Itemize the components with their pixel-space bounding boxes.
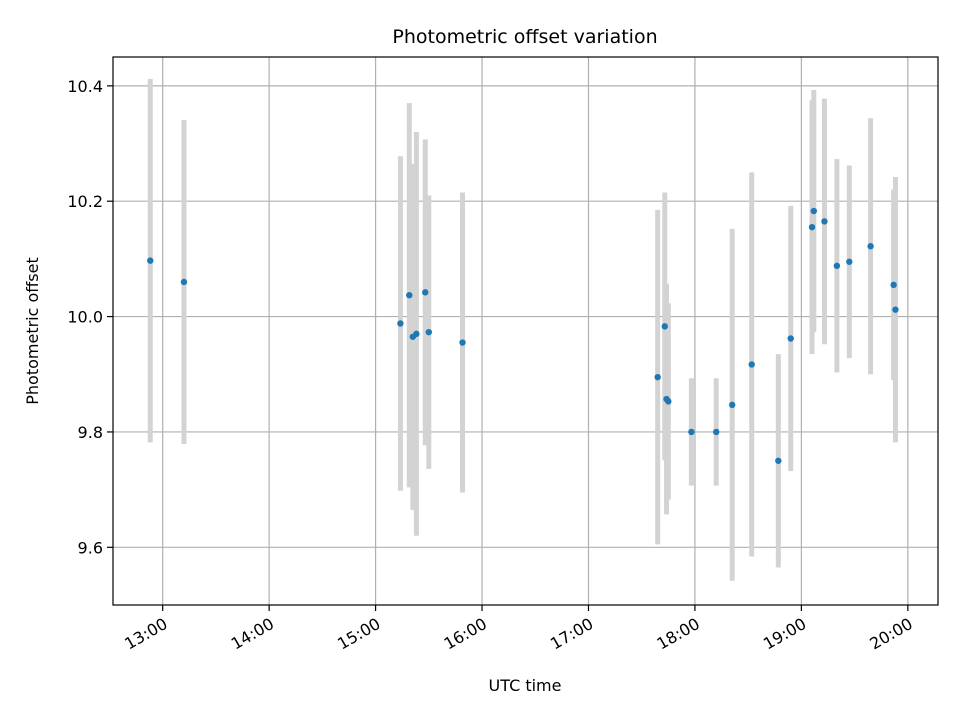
data-point: [808, 223, 816, 231]
data-point: [688, 428, 695, 436]
data-point: [728, 401, 736, 409]
y-axis-label: Photometric offset: [23, 257, 42, 405]
chart-title: Photometric offset variation: [392, 26, 657, 48]
data-point: [890, 281, 897, 289]
data-point: [654, 373, 661, 381]
data-point: [147, 257, 154, 264]
data-point: [892, 306, 899, 313]
y-tick-label: 9.8: [78, 423, 103, 442]
data-point: [661, 323, 668, 330]
data-points: [147, 207, 899, 464]
data-point: [397, 320, 404, 327]
data-point: [425, 328, 433, 336]
data-point: [459, 339, 466, 346]
data-point: [846, 258, 853, 265]
y-tick-label: 9.6: [78, 538, 103, 557]
data-point: [810, 207, 818, 215]
y-tick-label: 10.0: [67, 308, 103, 327]
data-point: [406, 292, 413, 299]
data-point: [713, 428, 720, 436]
y-axis-ticks: 9.6 9.8 10.0 10.2 10.4: [67, 77, 113, 557]
data-point: [775, 457, 782, 464]
data-point: [833, 262, 841, 270]
data-point: [867, 243, 874, 250]
grid: [113, 57, 938, 605]
data-point: [665, 398, 672, 405]
y-tick-label: 10.2: [67, 192, 103, 211]
data-point: [787, 335, 794, 342]
data-point: [821, 218, 828, 225]
data-point: [180, 278, 188, 286]
data-point: [422, 289, 429, 296]
data-point: [748, 361, 755, 368]
x-axis-label: UTC time: [489, 676, 562, 695]
y-tick-label: 10.4: [67, 77, 103, 96]
data-point: [413, 330, 420, 338]
plot-frame: [112, 56, 939, 606]
